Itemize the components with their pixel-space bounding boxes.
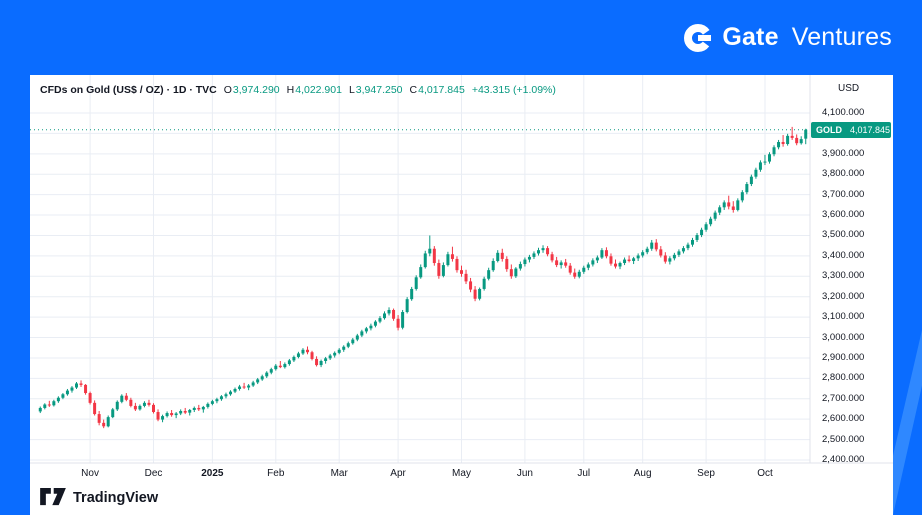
candles-group [38, 126, 808, 429]
axis-separators [30, 75, 893, 464]
tradingview-logo-text: TradingView [73, 490, 159, 506]
last-price-badge: GOLD 4,017.845 [811, 121, 891, 138]
price-change: +43.315 (+1.09%) [471, 84, 556, 96]
price-tick-label: 3,000.000 [822, 331, 865, 343]
time-tick-label: Sep [697, 468, 715, 479]
time-tick-label: Dec [144, 468, 163, 479]
price-tick-label: 2,800.000 [822, 372, 865, 384]
time-tick-label: Jul [577, 468, 591, 479]
time-tick-label: Apr [390, 468, 406, 479]
price-tick-label: 3,400.000 [822, 249, 865, 261]
price-tick-label: 3,300.000 [822, 270, 865, 282]
ohlc-open: O 3,974.290 [224, 84, 280, 96]
time-tick-label: Jun [516, 468, 533, 479]
high-value: 4,022.901 [295, 84, 342, 96]
time-tick-label: Feb [267, 468, 285, 479]
low-label: L [348, 84, 355, 96]
ohlc-low: L 3,947.250 [349, 84, 403, 96]
time-tick-label: 2025 [201, 468, 224, 479]
axis-currency-label: USD [838, 83, 860, 94]
price-tick-label: 3,500.000 [822, 229, 865, 241]
time-tick-label: Oct [757, 468, 773, 479]
brand-name-gate: Gate [722, 23, 779, 51]
open-label: O [223, 84, 232, 96]
low-value: 3,947.250 [355, 84, 403, 96]
close-label: C [409, 84, 418, 96]
price-tick-label: 3,800.000 [822, 168, 865, 180]
symbol-title: CFDs on Gold (US$ / OZ) · 1D · TVC [40, 84, 217, 96]
badge-price: 4,017.845 [850, 124, 891, 135]
time-axis[interactable]: Nov Dec 2025 Feb Mar Apr May Jun Jul Aug Sep Oct [30, 463, 893, 485]
chart-legend[interactable]: CFDs on Gold (US$ / OZ) · 1D · TVC O 3,9… [40, 84, 556, 96]
grid-lines [30, 75, 810, 463]
price-tick-label: 3,600.000 [822, 209, 865, 221]
price-tick-label: 2,900.000 [822, 351, 865, 363]
gate-logo-icon [683, 23, 713, 53]
price-tick-label: 3,900.000 [822, 147, 865, 159]
gate-ventures-logo: Gate Ventures [683, 23, 892, 53]
price-axis[interactable]: USD 4,100.0004,000.0003,900.0003,800.000… [810, 75, 893, 465]
ohlc-high: H 4,022.901 [287, 84, 342, 96]
open-value: 3,974.290 [232, 84, 280, 96]
price-tick-label: 2,400.000 [822, 454, 865, 465]
diagonal-accent-shape [893, 330, 922, 515]
price-tick-label: 3,200.000 [822, 290, 865, 302]
tradingview-logo-icon [40, 488, 66, 508]
chart-panel: CFDs on Gold (US$ / OZ) · 1D · TVC O 3,9… [30, 75, 893, 515]
brand-name-ventures: Ventures [791, 23, 892, 51]
candlestick-plot[interactable] [30, 75, 893, 515]
time-tick-label: Mar [330, 468, 348, 479]
tradingview-attribution[interactable]: TradingView [40, 485, 158, 511]
price-tick-label: 2,500.000 [822, 433, 865, 445]
price-tick-label: 4,100.000 [822, 107, 865, 118]
high-label: H [286, 84, 295, 96]
top-brand-bar: Gate Ventures [0, 0, 922, 75]
time-tick-label: Nov [81, 468, 99, 479]
price-tick-label: 2,600.000 [822, 413, 865, 425]
badge-symbol: GOLD [816, 124, 842, 135]
price-tick-label: 3,700.000 [822, 188, 865, 200]
time-tick-label: Aug [633, 468, 652, 479]
ohlc-close: C 4,017.845 [410, 84, 465, 96]
close-value: 4,017.845 [418, 84, 465, 96]
price-tick-label: 2,700.000 [822, 392, 865, 404]
price-tick-label: 3,100.000 [822, 311, 865, 323]
time-tick-label: May [452, 468, 471, 479]
